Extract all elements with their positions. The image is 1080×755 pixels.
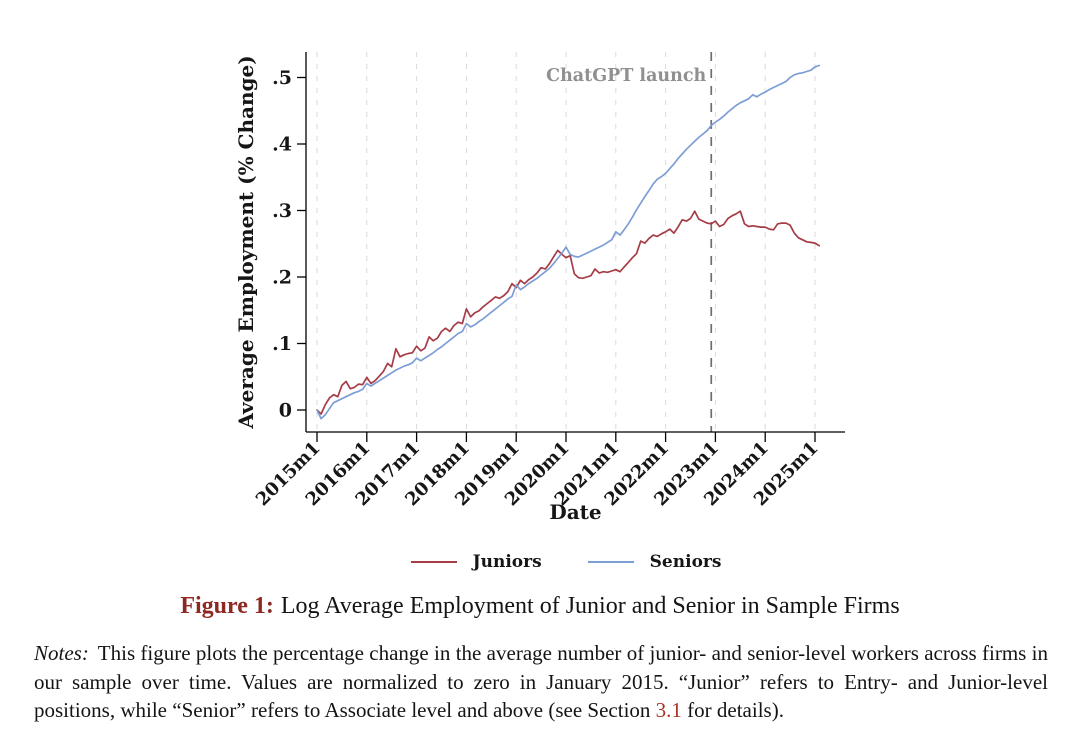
section-link[interactable]: 3.1 bbox=[655, 698, 682, 723]
legend-label-juniors: Juniors bbox=[472, 552, 542, 572]
y-tick-label: .3 bbox=[272, 200, 292, 222]
x-axis-title: Date bbox=[549, 500, 601, 524]
figure-caption: Figure 1: Log Average Employment of Junio… bbox=[0, 592, 1080, 621]
legend-item-juniors: Juniors bbox=[410, 552, 542, 572]
series-juniors bbox=[316, 210, 821, 415]
y-axis-title: Average Employment (% Change) bbox=[234, 55, 258, 429]
y-tick-label: .4 bbox=[272, 134, 292, 156]
notes-text-after-link: for details). bbox=[687, 698, 784, 723]
line-chart-svg: ChatGPT launch0.1.2.3.4.52015m12016m1201… bbox=[234, 52, 845, 524]
y-tick-label: 0 bbox=[279, 400, 292, 422]
employment-chart: ChatGPT launch 0.1.2.3.4.5 2015m1 2016m1 201… bbox=[234, 52, 845, 524]
juniors-line-swatch bbox=[410, 561, 457, 563]
seniors-line-swatch bbox=[587, 561, 634, 563]
y-tick-label: .5 bbox=[272, 67, 292, 89]
figure-notes: Notes: This figure plots the percentage … bbox=[34, 639, 1048, 725]
notes-text-before-link: This figure plots the percentage change … bbox=[34, 641, 1049, 723]
chart-legend: Juniors Seniors bbox=[0, 548, 1080, 576]
legend-label-seniors: Seniors bbox=[649, 552, 722, 572]
series-seniors bbox=[316, 64, 821, 420]
y-tick-label: .2 bbox=[272, 267, 292, 289]
notes-label: Notes: bbox=[34, 641, 89, 665]
y-tick-label: .1 bbox=[272, 333, 292, 355]
chatgpt-launch-label: ChatGPT launch bbox=[546, 66, 706, 86]
figure-caption-title: Log Average Employment of Junior and Sen… bbox=[280, 593, 900, 619]
figure-caption-label: Figure 1: bbox=[180, 593, 274, 619]
legend-item-seniors: Seniors bbox=[587, 552, 722, 572]
